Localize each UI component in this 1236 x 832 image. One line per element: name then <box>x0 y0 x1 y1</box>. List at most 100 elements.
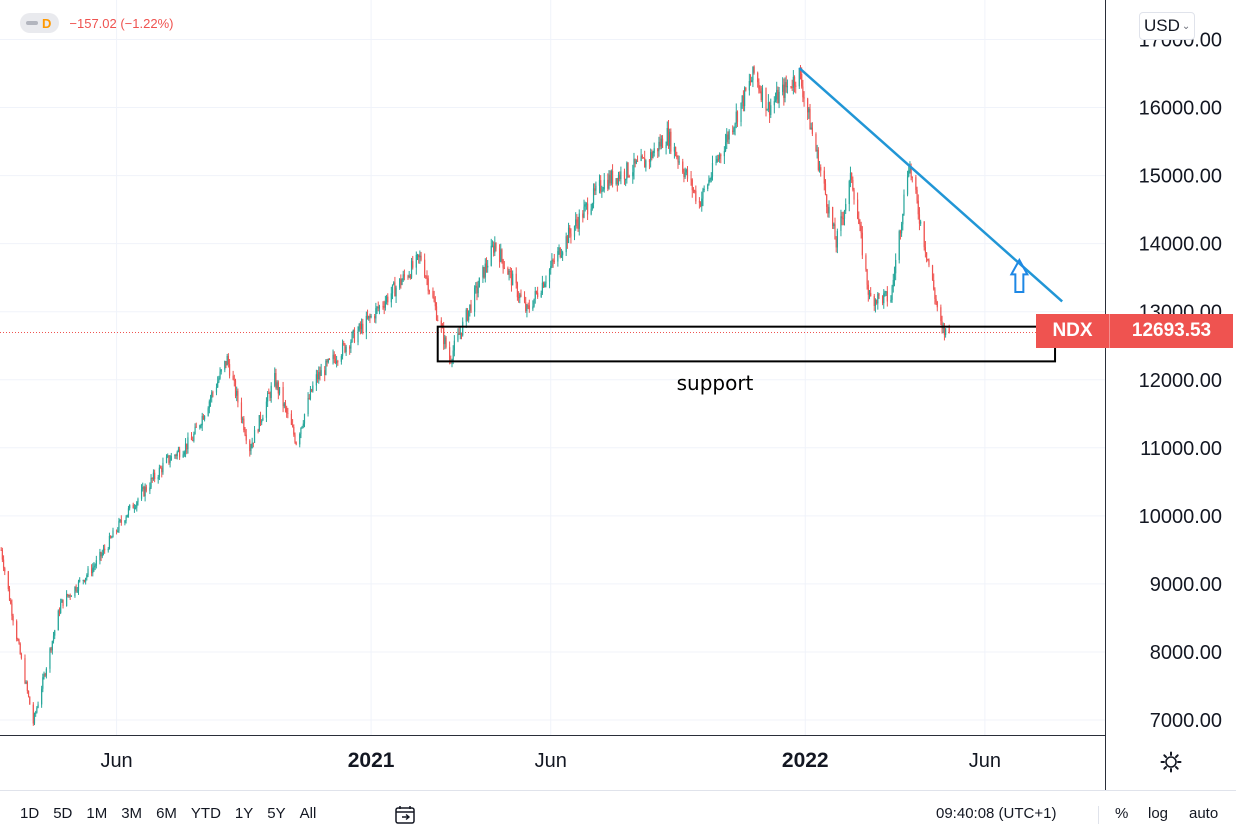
candle-body <box>940 307 942 322</box>
candle <box>324 366 326 382</box>
candle <box>510 267 513 292</box>
candle-body <box>615 178 617 185</box>
candle-body <box>275 373 277 388</box>
candle-body <box>645 160 647 168</box>
candle <box>692 187 695 194</box>
candle-body <box>251 442 253 449</box>
candle <box>374 313 376 323</box>
range-all-button[interactable]: All <box>299 805 317 822</box>
candle-body <box>641 155 643 158</box>
candle-body <box>726 134 728 142</box>
range-5d-button[interactable]: 5D <box>53 805 73 822</box>
candle-body <box>42 677 44 689</box>
candle <box>120 515 122 526</box>
candle <box>203 415 206 422</box>
candle-body <box>809 108 811 130</box>
candle-body <box>548 269 551 282</box>
candle <box>351 331 353 343</box>
candle-body <box>100 552 102 557</box>
range-1m-button[interactable]: 1M <box>86 805 108 822</box>
settings-gear-icon[interactable] <box>1159 750 1183 774</box>
candle <box>390 286 392 308</box>
candle-body <box>51 640 53 651</box>
candle <box>767 94 769 113</box>
candle-body <box>262 417 264 421</box>
candle <box>465 307 467 328</box>
candle <box>344 343 346 354</box>
candle-body <box>493 245 495 253</box>
candle <box>426 270 428 286</box>
candle <box>698 197 700 209</box>
candle <box>459 326 461 340</box>
candle <box>186 443 188 455</box>
clock-readout[interactable]: 09:40:08 (UTC+1) <box>936 805 1057 822</box>
candle-body <box>165 456 168 463</box>
candle <box>569 224 571 238</box>
candle-body <box>225 361 227 366</box>
currency-button[interactable]: USD ⌄ <box>1139 12 1196 40</box>
candle <box>125 515 127 524</box>
candle-body <box>193 433 195 441</box>
candle-body <box>640 155 642 162</box>
up-arrow-icon[interactable] <box>1009 257 1030 293</box>
candle <box>119 518 121 523</box>
candle <box>533 298 535 308</box>
candle-body <box>861 232 863 256</box>
candle-body <box>824 183 827 195</box>
candle-body <box>527 305 529 307</box>
candle <box>334 354 337 365</box>
candle-body <box>719 154 721 159</box>
candle <box>428 289 430 295</box>
candle <box>278 386 281 396</box>
log-scale-toggle[interactable]: log <box>1148 805 1169 822</box>
candle <box>18 638 20 645</box>
candle <box>740 102 742 127</box>
candle <box>723 146 725 164</box>
candle <box>918 207 921 231</box>
candle-body <box>194 426 196 434</box>
candle <box>190 432 193 441</box>
candle-body <box>665 145 667 148</box>
range-6m-button[interactable]: 6M <box>156 805 177 822</box>
go-to-date-icon[interactable] <box>394 805 418 825</box>
candle <box>741 95 743 109</box>
candle-body <box>319 372 321 376</box>
candle-body <box>457 333 459 341</box>
candle-body <box>258 415 260 432</box>
y-tick-label: 14000.00 <box>1139 234 1222 256</box>
candle-body <box>609 174 611 184</box>
candle <box>792 70 794 95</box>
candle <box>402 270 404 282</box>
candle <box>83 579 86 583</box>
candle <box>906 170 909 197</box>
candle-body <box>159 467 162 469</box>
range-1y-button[interactable]: 1Y <box>234 805 254 822</box>
percent-scale-toggle[interactable]: % <box>1115 805 1129 822</box>
candle <box>320 363 322 376</box>
range-ytd-button[interactable]: YTD <box>190 805 221 822</box>
candle <box>607 173 609 192</box>
candle <box>152 469 155 481</box>
candle <box>151 477 153 483</box>
candle <box>645 159 647 172</box>
eye-toggle-icon[interactable] <box>26 21 38 25</box>
candle-body <box>632 172 634 177</box>
candle-body <box>573 226 576 237</box>
candle-body <box>200 425 202 427</box>
interval-badge[interactable]: D <box>20 13 60 33</box>
candle <box>232 370 234 381</box>
range-3m-button[interactable]: 3M <box>121 805 143 822</box>
candle <box>493 241 495 257</box>
candle-body <box>757 72 759 83</box>
candle <box>627 162 629 178</box>
candle <box>895 253 897 281</box>
auto-scale-toggle[interactable]: auto <box>1189 805 1219 822</box>
candle <box>252 442 254 448</box>
range-5y-button[interactable]: 5Y <box>267 805 286 822</box>
candle-body <box>582 213 584 218</box>
range-1d-button[interactable]: 1D <box>20 805 40 822</box>
support-zone-box[interactable] <box>436 325 1057 363</box>
drawings[interactable] <box>436 67 1064 363</box>
candle <box>841 211 843 226</box>
